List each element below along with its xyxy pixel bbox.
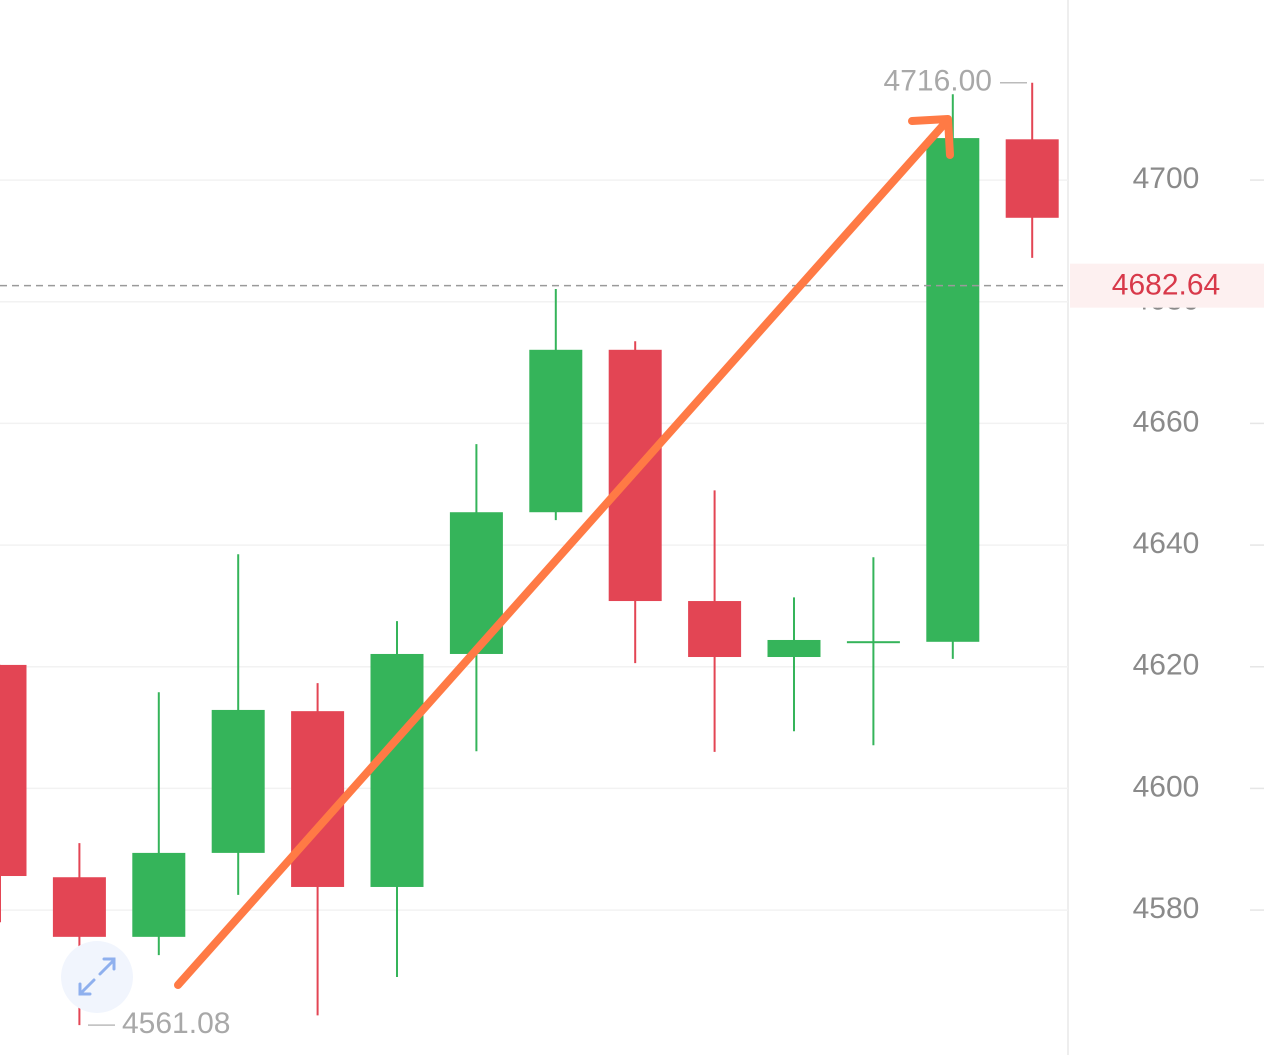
expand-icon — [78, 957, 116, 996]
candle-body — [767, 639, 821, 658]
candle-body — [1005, 139, 1059, 218]
candle-body — [291, 711, 345, 887]
candle-body — [926, 138, 980, 642]
y-tick-label: 4700 — [1133, 162, 1200, 195]
candle-body — [132, 852, 186, 937]
trend-arrow — [174, 118, 950, 989]
last-price-box — [1070, 263, 1264, 308]
candle-body — [52, 877, 106, 937]
y-tick-label: 4660 — [1133, 405, 1200, 438]
candle-body — [529, 349, 583, 513]
candle-body — [0, 664, 27, 877]
candle-body — [211, 709, 265, 853]
y-tick-label: 4620 — [1133, 649, 1200, 682]
trend-arrow-head — [908, 115, 954, 159]
y-tick-label: 4580 — [1133, 892, 1200, 925]
min-label: 4561.08 — [122, 1007, 230, 1040]
max-label: 4716.00 — [884, 65, 992, 98]
last-price-label: 4682.64 — [1112, 269, 1220, 302]
candle-body — [846, 641, 900, 644]
candle-body — [688, 601, 742, 658]
y-tick-label: 4600 — [1133, 770, 1200, 803]
expand-button — [61, 941, 133, 1013]
candle-body — [370, 653, 424, 887]
y-tick-label: 4640 — [1133, 527, 1200, 560]
